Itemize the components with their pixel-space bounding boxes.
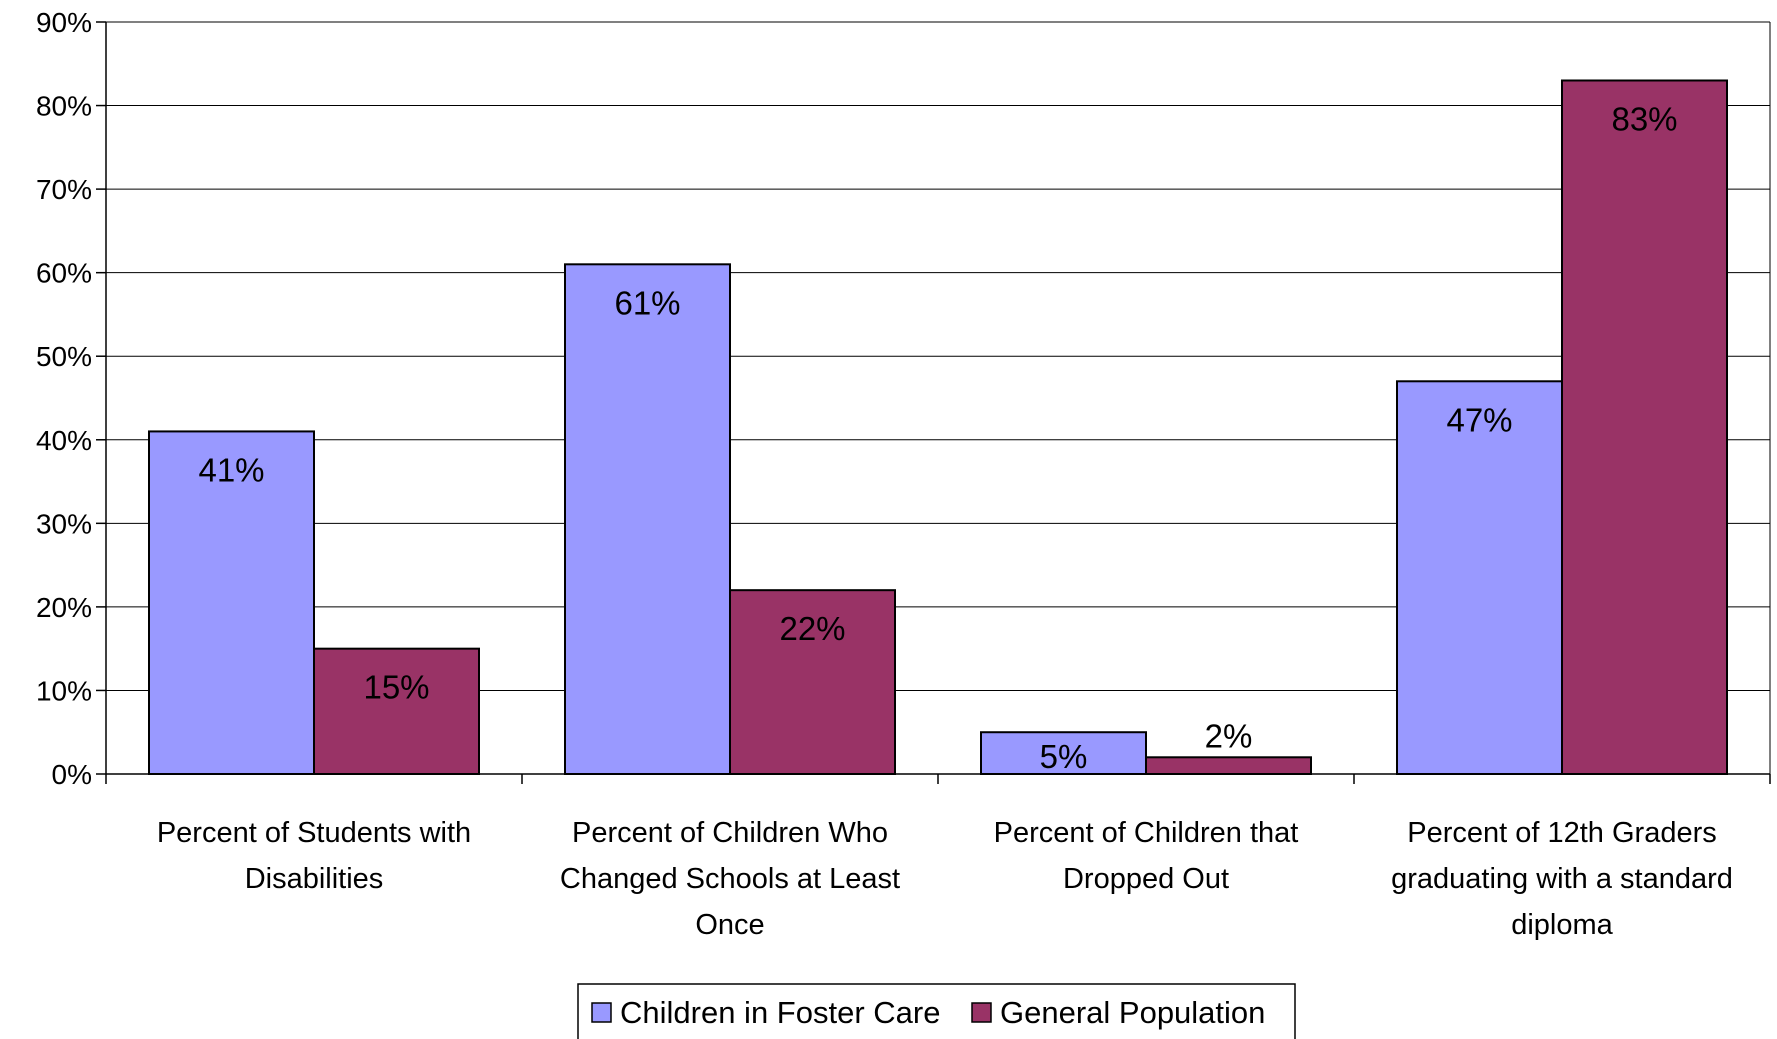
bars (148, 79, 1728, 776)
y-tick-label: 30% (36, 508, 92, 539)
y-tick-label: 0% (52, 759, 92, 790)
bar (1396, 380, 1563, 775)
data-label: 2% (1205, 717, 1253, 754)
data-label: 22% (779, 610, 845, 647)
category-label: graduating with a standard (1391, 863, 1733, 895)
category-label: diploma (1511, 909, 1613, 941)
category-label: Percent of Students with (157, 817, 471, 849)
labels: 0% 10% 20% 30% 40% 50% 60% 70% 80% 90% 41% 15% Perce… (36, 7, 1733, 941)
y-tick-label: 40% (36, 425, 92, 456)
legend-label: Children in Foster Care (620, 995, 940, 1030)
y-tick-label: 80% (36, 91, 92, 122)
legend-swatch (591, 1002, 612, 1023)
bar (313, 647, 480, 776)
bar (564, 263, 731, 775)
bar (148, 430, 315, 775)
data-label: 61% (614, 284, 680, 321)
data-label: 15% (363, 669, 429, 706)
category-label: Percent of 12th Graders (1407, 817, 1717, 849)
bar (1145, 756, 1312, 775)
data-label: 83% (1611, 100, 1677, 137)
category-label: Changed Schools at Least (560, 863, 900, 895)
category-label: Percent of Children Who (572, 817, 888, 849)
y-tick-label: 50% (36, 341, 92, 372)
y-tick-label: 70% (36, 174, 92, 205)
y-tick-label: 60% (36, 258, 92, 289)
axes (96, 21, 1771, 784)
data-label: 41% (198, 451, 264, 488)
legend: Children in Foster Care General Populatio… (577, 983, 1296, 1039)
legend-box (577, 983, 1296, 1039)
bar (1561, 79, 1728, 775)
y-tick-label: 90% (36, 7, 92, 38)
category-label: Disabilities (245, 863, 384, 895)
category-label: Dropped Out (1063, 863, 1229, 895)
legend-swatch (971, 1002, 992, 1023)
legend-label: General Population (1000, 995, 1265, 1030)
gridlines (106, 21, 1770, 691)
y-tick-label: 10% (36, 675, 92, 706)
y-tick-label: 20% (36, 592, 92, 623)
data-label: 5% (1040, 738, 1088, 775)
data-label: 47% (1446, 401, 1512, 438)
category-label: Percent of Children that (994, 817, 1299, 849)
category-label: Once (695, 909, 764, 941)
